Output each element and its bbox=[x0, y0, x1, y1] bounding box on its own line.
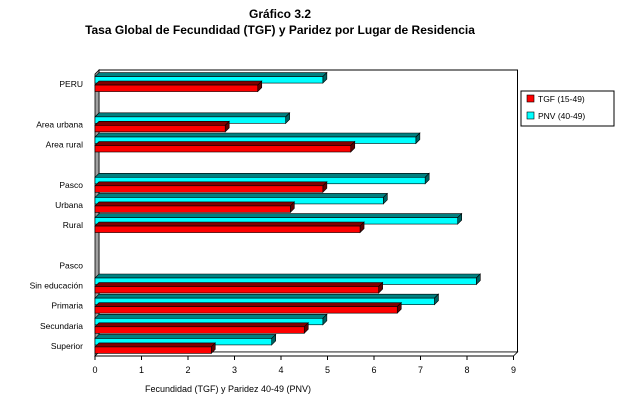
x-tick-label: 2 bbox=[185, 365, 190, 375]
bar-top bbox=[94, 342, 216, 348]
legend: TGF (15-49) PNV (40-49) bbox=[520, 90, 615, 127]
bar-face bbox=[94, 185, 324, 193]
bar-tgf bbox=[94, 281, 384, 294]
bar-tgf bbox=[94, 342, 216, 355]
bar-top bbox=[94, 141, 356, 146]
category-label: Pasco bbox=[59, 180, 83, 190]
bar-tgf bbox=[94, 201, 296, 214]
legend-swatch bbox=[526, 94, 535, 103]
bar-face bbox=[94, 125, 226, 133]
chart-subtitle: Tasa Global de Fecundidad (TGF) y Paride… bbox=[85, 23, 475, 37]
category-label: Secundaria bbox=[40, 321, 83, 331]
category-label: Area urbana bbox=[36, 119, 83, 129]
bar-face bbox=[94, 205, 291, 213]
bar-pnv bbox=[94, 313, 328, 326]
x-tick-label: 7 bbox=[418, 365, 423, 375]
bar-top bbox=[94, 322, 309, 328]
bar-top bbox=[94, 181, 328, 187]
bar-top bbox=[94, 221, 365, 227]
bar-top bbox=[94, 334, 277, 339]
bar-pnv bbox=[94, 293, 440, 306]
bar-top bbox=[94, 132, 421, 138]
x-tick-label: 3 bbox=[232, 365, 237, 375]
x-tick-label: 0 bbox=[92, 365, 97, 375]
bar-top bbox=[94, 282, 384, 287]
bar-face bbox=[94, 84, 259, 92]
bar-top bbox=[94, 313, 328, 319]
bar-face bbox=[94, 306, 398, 314]
category-labels: PERU Area urbana Area rural Pasco Urbana Rura… bbox=[30, 79, 84, 351]
bar-top bbox=[94, 80, 263, 86]
bar-pnv bbox=[94, 273, 482, 286]
x-tick-label: 6 bbox=[371, 365, 376, 375]
bar-top bbox=[94, 121, 230, 126]
legend-label: TGF (15-49) bbox=[538, 94, 585, 104]
x-tick-label: 8 bbox=[464, 365, 469, 375]
bar-top bbox=[94, 201, 296, 207]
legend-label: PNV (40-49) bbox=[538, 111, 585, 121]
x-tick-label: 5 bbox=[325, 365, 330, 375]
x-axis-ticks: 0 1 2 3 4 5 6 7 8 9 bbox=[92, 355, 516, 375]
category-label: Area rural bbox=[46, 140, 83, 150]
bar-tgf bbox=[94, 181, 328, 194]
category-label: Pasco bbox=[59, 260, 83, 270]
bar-top bbox=[94, 213, 463, 218]
bar-tgf bbox=[94, 221, 365, 234]
bar-tgf bbox=[94, 140, 356, 153]
bar-face bbox=[94, 225, 361, 233]
bar-tgf bbox=[94, 120, 230, 133]
x-tick-label: 4 bbox=[278, 365, 283, 375]
bar-pnv bbox=[94, 333, 277, 346]
legend-swatch bbox=[526, 111, 535, 120]
bar-pnv bbox=[94, 212, 463, 225]
category-label: Primaria bbox=[51, 301, 83, 311]
bar-top bbox=[94, 72, 328, 77]
bars bbox=[94, 71, 482, 355]
category-label: Sin educación bbox=[30, 281, 84, 291]
category-label: Rural bbox=[63, 220, 83, 230]
bar-top bbox=[94, 293, 440, 299]
category-label: Urbana bbox=[55, 200, 83, 210]
bar-top bbox=[94, 172, 430, 178]
bar-face bbox=[94, 145, 352, 153]
bar-face bbox=[94, 346, 212, 354]
bar-top bbox=[94, 273, 482, 279]
bar-pnv bbox=[94, 192, 389, 205]
legend-box bbox=[520, 90, 615, 127]
bar-top bbox=[94, 302, 402, 307]
category-label: PERU bbox=[59, 79, 83, 89]
bar-tgf bbox=[94, 301, 402, 314]
bar-face bbox=[94, 286, 379, 294]
x-tick-label: 9 bbox=[511, 365, 516, 375]
bar-tgf bbox=[94, 80, 263, 93]
bar-face bbox=[94, 326, 305, 334]
x-tick-label: 1 bbox=[139, 365, 144, 375]
bar-pnv bbox=[94, 71, 328, 84]
category-label: Superior bbox=[51, 341, 83, 351]
bar-top bbox=[94, 112, 291, 118]
x-axis-label: Fecundidad (TGF) y Paridez 40-49 (PNV) bbox=[145, 384, 311, 394]
bar-tgf bbox=[94, 322, 309, 335]
bar-top bbox=[94, 193, 389, 198]
chart-title: Gráfico 3.2 bbox=[248, 7, 312, 21]
